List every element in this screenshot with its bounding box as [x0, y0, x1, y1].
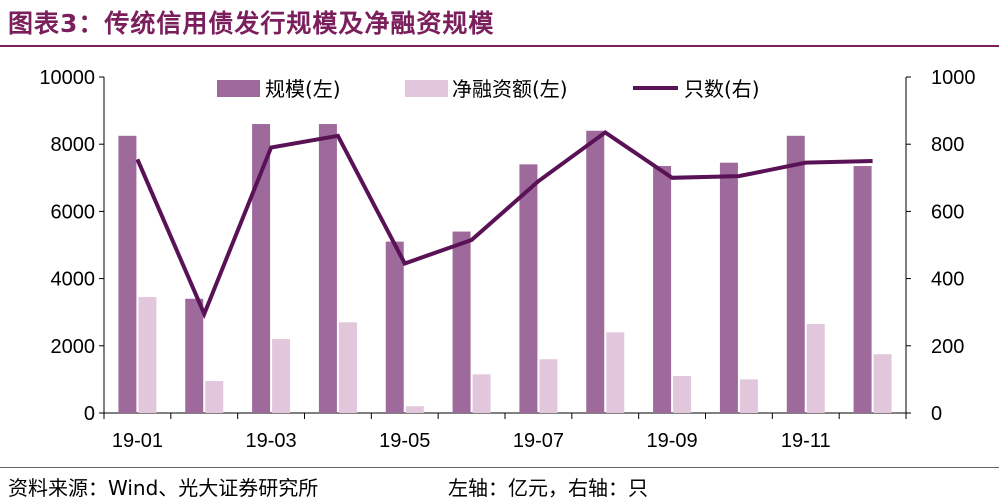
legend-swatch-scale — [217, 80, 260, 97]
bar-net-financing — [806, 323, 825, 413]
right-tick-label: 200 — [931, 336, 964, 358]
bar-scale — [252, 124, 271, 413]
bar-scale — [185, 298, 204, 413]
axes-group: 0 2000 4000 6000 8000 10000 0 200 400 600 800 1000 1… — [39, 67, 975, 452]
bar-scale — [586, 130, 605, 413]
bar-net-financing — [338, 322, 357, 413]
bar-scale — [786, 135, 805, 414]
count-line-group — [135, 129, 873, 320]
left-tick-label: 4000 — [51, 269, 96, 291]
bar-net-financing — [873, 354, 892, 413]
bar-net-financing — [405, 406, 424, 413]
legend-label-count: 只数(右) — [684, 77, 760, 101]
bar-scale — [719, 162, 738, 413]
count-line — [135, 129, 873, 320]
bar-scale — [385, 241, 404, 413]
title-divider — [0, 45, 999, 47]
bar-net-financing — [205, 381, 224, 413]
bar-net-financing — [673, 376, 692, 413]
legend-label-net: 净融资额(左) — [452, 77, 568, 101]
axis-unit-note: 左轴：亿元，右轴：只 — [448, 476, 648, 500]
x-tick-label: 19-09 — [647, 430, 698, 452]
chart-area: 0 2000 4000 6000 8000 10000 0 200 400 600 800 1000 1… — [39, 67, 975, 452]
right-tick-label: 600 — [931, 201, 964, 223]
right-tick-label: 1000 — [931, 67, 976, 89]
footer-divider — [0, 467, 999, 468]
legend-swatch-net — [405, 80, 448, 97]
bar-scale — [452, 231, 471, 413]
bar-net-financing — [272, 339, 291, 413]
x-tick-label: 19-05 — [379, 430, 430, 452]
right-tick-label: 800 — [931, 134, 964, 156]
legend-label-scale: 规模(左) — [265, 77, 341, 101]
x-tick-label: 19-07 — [513, 430, 564, 452]
bar-net-financing — [606, 332, 625, 413]
right-tick-label: 400 — [931, 269, 964, 291]
chart-title: 图表3：传统信用债发行规模及净融资规模 — [8, 9, 495, 38]
bar-scale — [853, 166, 872, 413]
right-tick-label: 0 — [931, 403, 942, 425]
bar-net-financing — [539, 359, 558, 413]
left-tick-label: 6000 — [51, 201, 96, 223]
bar-net-financing — [739, 379, 758, 413]
x-tick-label: 19-11 — [781, 430, 831, 452]
source-note: 资料来源：Wind、光大证券研究所 — [8, 476, 319, 500]
bar-net-financing — [472, 374, 491, 413]
bars-group — [118, 124, 892, 414]
left-tick-label: 0 — [84, 403, 95, 425]
bar-scale — [318, 124, 337, 413]
bar-net-financing — [138, 297, 157, 413]
x-tick-label: 19-01 — [112, 430, 163, 452]
bar-scale — [519, 164, 538, 413]
left-tick-label: 2000 — [51, 336, 96, 358]
left-tick-label: 8000 — [51, 134, 96, 156]
bar-scale — [653, 166, 672, 413]
x-tick-label: 19-03 — [246, 430, 297, 452]
left-tick-label: 10000 — [39, 67, 95, 89]
legend: 规模(左) 净融资额(左) 只数(右) — [217, 77, 760, 101]
bar-scale — [118, 135, 137, 414]
